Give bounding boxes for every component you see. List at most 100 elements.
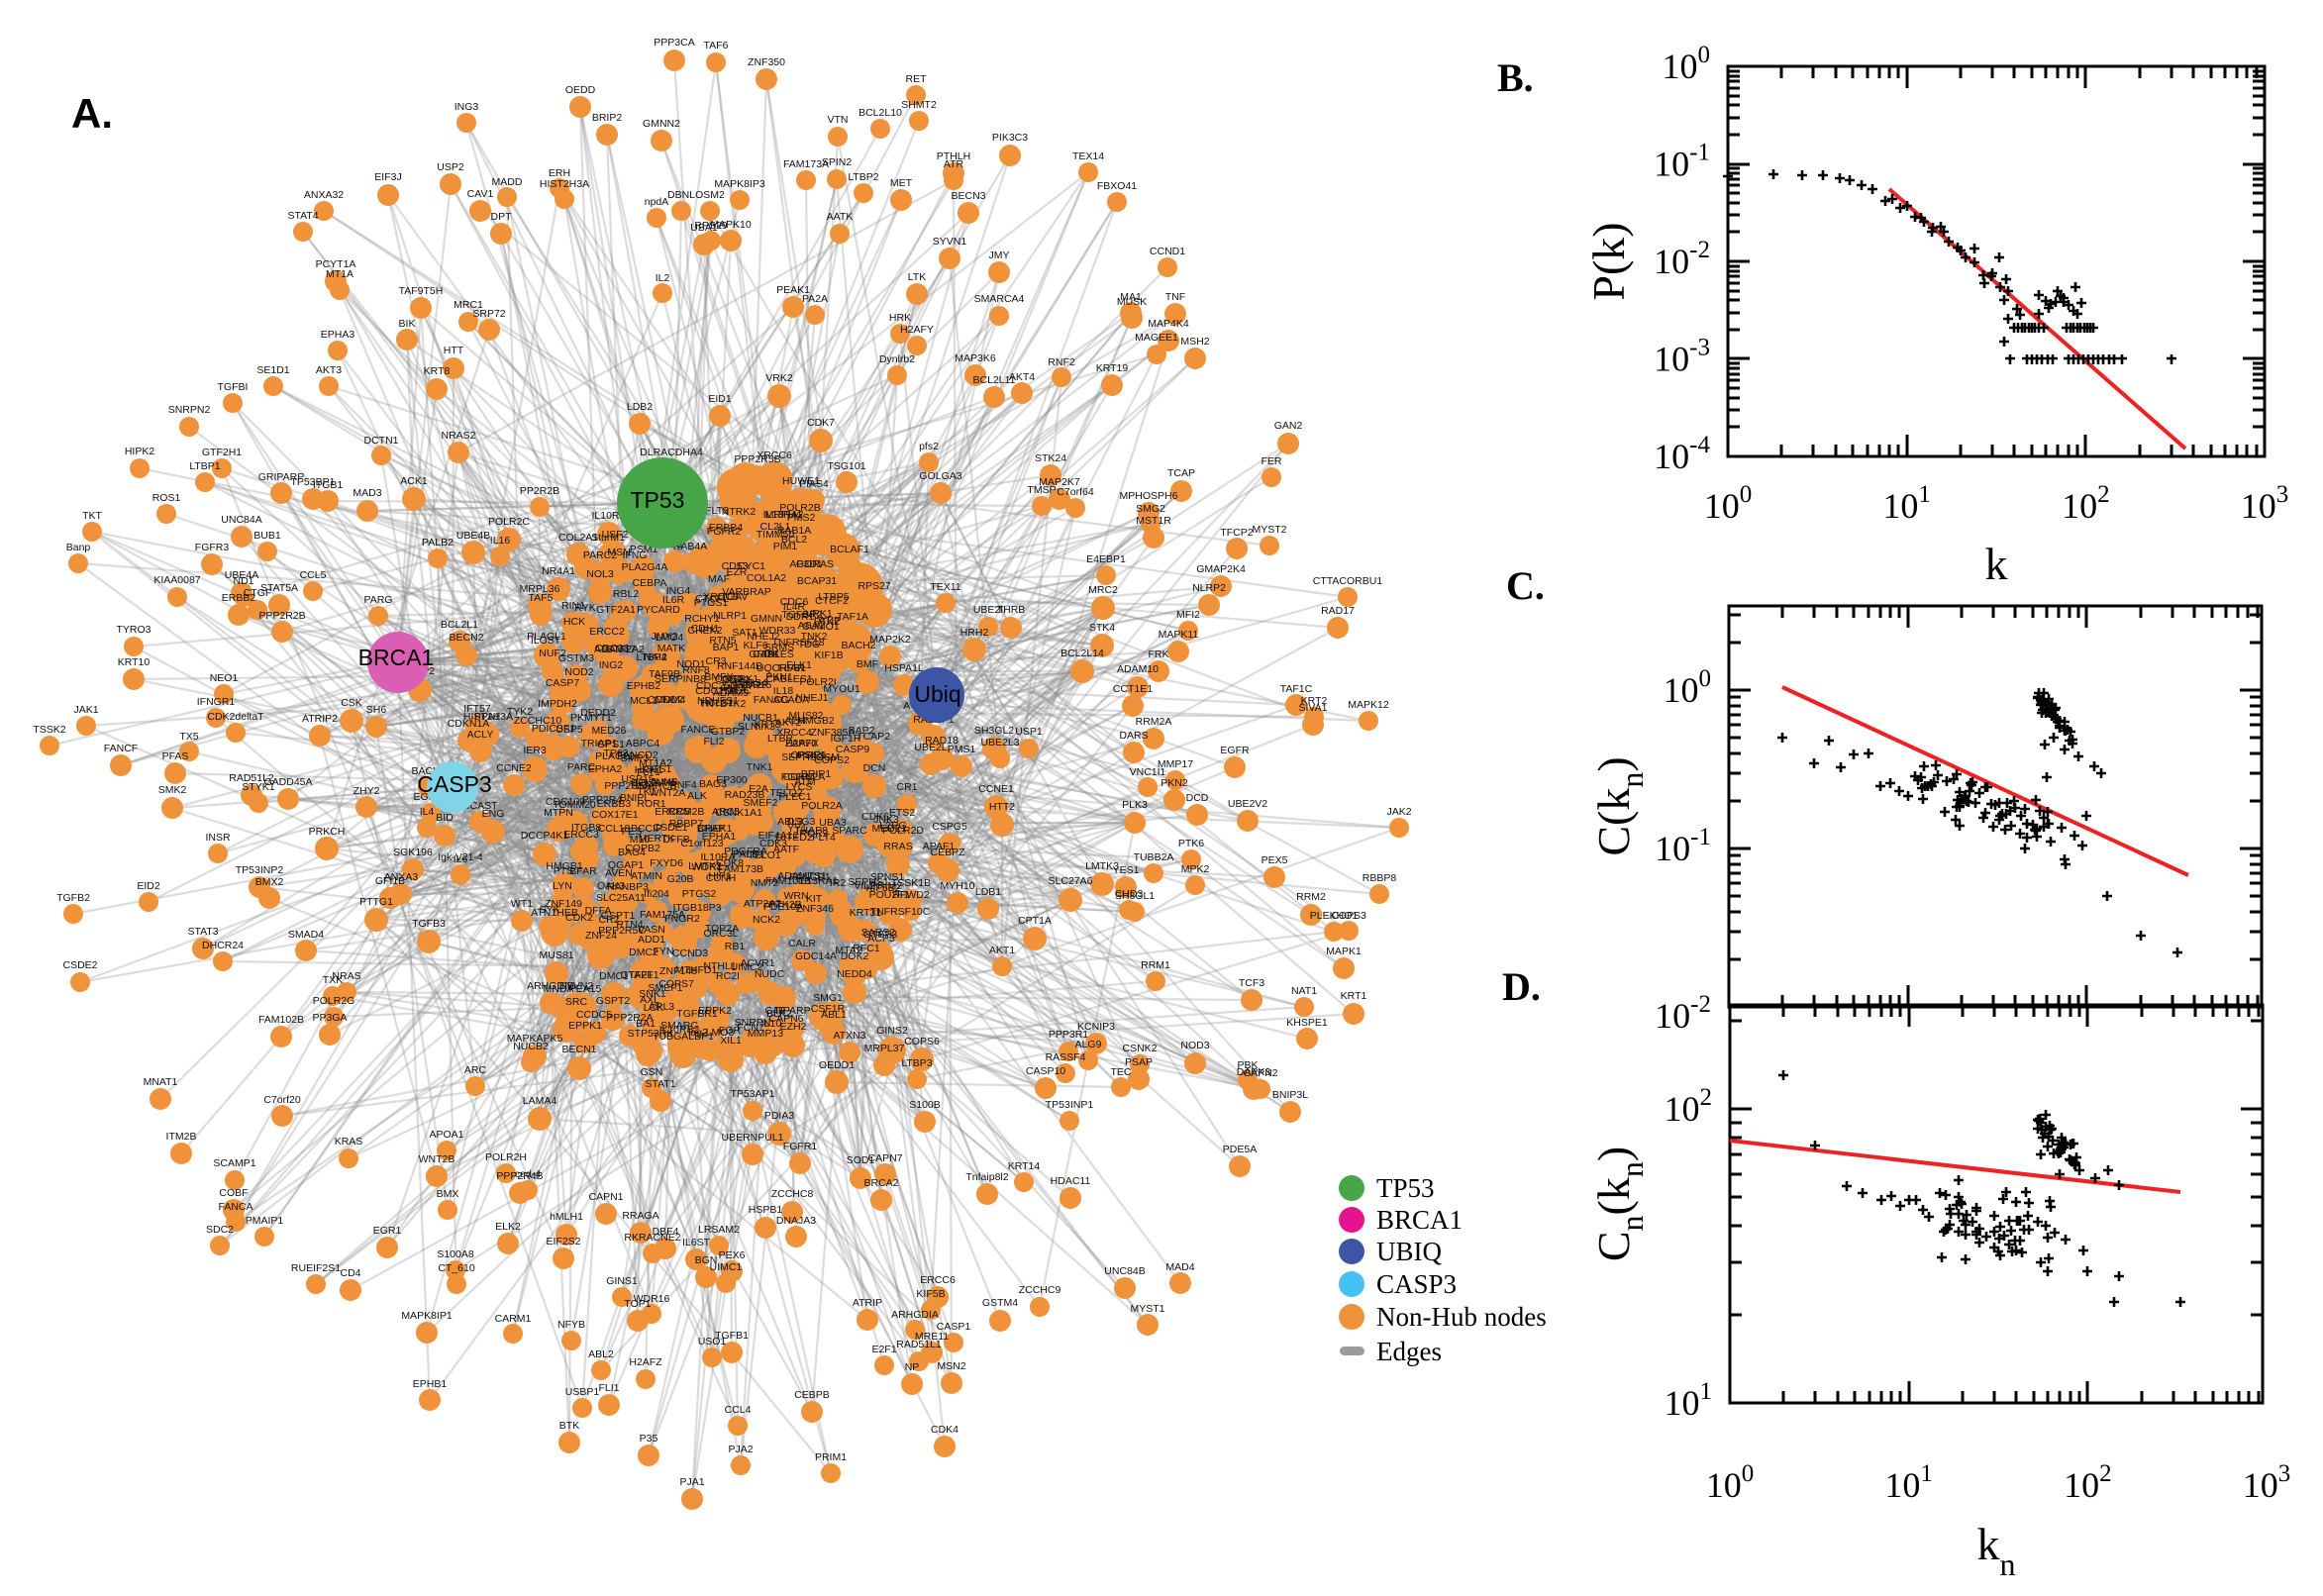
svg-text:10-1: 10-1 <box>1655 824 1711 868</box>
svg-text:GFI1B: GFI1B <box>375 875 405 887</box>
svg-text:AP3D1: AP3D1 <box>789 558 822 570</box>
svg-text:TEC: TEC <box>1111 1066 1132 1078</box>
svg-text:CTCFL: CTCFL <box>695 593 729 605</box>
svg-text:FGFR4: FGFR4 <box>781 771 816 783</box>
svg-text:COPB2: COPB2 <box>625 843 660 854</box>
svg-text:SYVN2: SYVN2 <box>559 980 594 992</box>
svg-text:AVEN: AVEN <box>605 867 633 879</box>
svg-text:RPS27: RPS27 <box>858 580 890 592</box>
svg-text:PTGS2: PTGS2 <box>682 888 717 900</box>
svg-text:CDK2deltaT: CDK2deltaT <box>207 711 264 723</box>
svg-text:TYRO3: TYRO3 <box>116 624 151 636</box>
svg-text:LMO4: LMO4 <box>656 632 684 644</box>
svg-text:PLA2G4A: PLA2G4A <box>622 561 668 573</box>
svg-text:MAF: MAF <box>708 573 730 585</box>
svg-text:LTBR: LTBR <box>767 733 793 745</box>
svg-text:THRB: THRB <box>997 604 1026 616</box>
svg-text:MNDA: MNDA <box>544 983 574 995</box>
svg-text:MAD4: MAD4 <box>1165 1261 1194 1273</box>
svg-text:SRMS: SRMS <box>764 642 794 653</box>
svg-text:ADD1: ADD1 <box>638 934 665 946</box>
svg-text:C7orf20: C7orf20 <box>263 1094 301 1106</box>
svg-text:CDK4: CDK4 <box>931 1424 959 1436</box>
svg-text:JMY2: JMY2 <box>652 631 678 643</box>
svg-text:MAPK11: MAPK11 <box>1159 629 1199 641</box>
svg-text:SPIN2: SPIN2 <box>822 156 853 168</box>
svg-text:SNK1: SNK1 <box>639 988 666 1000</box>
svg-text:NP: NP <box>905 1361 920 1373</box>
svg-text:ELK1: ELK1 <box>786 659 812 671</box>
svg-text:Edges: Edges <box>1376 1337 1442 1366</box>
svg-text:SNRPN2: SNRPN2 <box>168 404 211 416</box>
svg-text:CABLES1: CABLES1 <box>765 673 812 685</box>
svg-text:LMTK2: LMTK2 <box>688 860 722 872</box>
svg-text:FAM173A: FAM173A <box>783 158 829 170</box>
svg-text:TP53BP1: TP53BP1 <box>291 476 336 488</box>
svg-text:VIL2: VIL2 <box>854 880 875 892</box>
svg-text:HUWE1: HUWE1 <box>782 475 820 487</box>
svg-text:PIAS4: PIAS4 <box>799 478 829 490</box>
svg-text:Ubiq: Ubiq <box>914 681 960 707</box>
svg-text:EPHB2: EPHB2 <box>627 680 661 692</box>
svg-text:WNT2A: WNT2A <box>650 787 686 799</box>
svg-text:ZNF148: ZNF148 <box>659 965 697 977</box>
svg-text:TXK: TXK <box>323 974 343 986</box>
svg-text:ROR1: ROR1 <box>637 798 665 810</box>
svg-text:B.: B. <box>1497 55 1534 100</box>
svg-text:TNK1: TNK1 <box>747 761 773 773</box>
svg-text:BMX: BMX <box>437 1188 459 1200</box>
svg-text:IL10: IL10 <box>761 1018 782 1030</box>
svg-text:SERPINB8: SERPINB8 <box>655 673 706 685</box>
svg-text:DEDD2: DEDD2 <box>580 707 616 719</box>
svg-text:MYH10: MYH10 <box>940 880 974 892</box>
svg-text:RYK: RYK <box>574 602 595 614</box>
svg-text:ETS2: ETS2 <box>889 807 915 819</box>
svg-text:FCN1: FCN1 <box>737 1022 764 1034</box>
svg-text:RANBP3: RANBP3 <box>607 881 649 893</box>
svg-text:SMK2: SMK2 <box>158 784 187 796</box>
svg-text:UBERNPUL1: UBERNPUL1 <box>721 1132 783 1144</box>
svg-text:ATRIP: ATRIP <box>853 1297 882 1309</box>
svg-text:THAP8: THAP8 <box>794 825 828 837</box>
svg-text:PALB1: PALB1 <box>733 848 764 860</box>
svg-text:P35: P35 <box>640 1433 658 1445</box>
svg-text:XIL1: XIL1 <box>720 1035 742 1047</box>
svg-text:DDR2: DDR2 <box>722 674 751 686</box>
svg-text:TP53: TP53 <box>631 487 685 513</box>
svg-text:MPK2: MPK2 <box>1181 863 1210 875</box>
svg-text:CCT1E1: CCT1E1 <box>1113 683 1153 695</box>
svg-text:CCND3: CCND3 <box>672 948 708 959</box>
svg-text:USO1: USO1 <box>698 1336 727 1347</box>
svg-text:RRAS: RRAS <box>883 841 912 852</box>
svg-text:UBA3: UBA3 <box>819 817 847 829</box>
svg-text:CPT1A: CPT1A <box>1018 915 1052 927</box>
svg-text:GINS2: GINS2 <box>876 1025 908 1037</box>
svg-text:GRIA1: GRIA1 <box>749 648 780 660</box>
svg-text:CAPN6: CAPN6 <box>768 1013 803 1025</box>
svg-text:IL6ST: IL6ST <box>682 1237 711 1248</box>
svg-text:VRK1: VRK1 <box>805 608 833 620</box>
svg-text:SMEF2: SMEF2 <box>743 797 777 809</box>
svg-text:SLNtrk3: SLNtrk3 <box>738 721 775 733</box>
svg-text:LTBP4: LTBP4 <box>636 651 666 663</box>
svg-text:TGFBR2: TGFBR2 <box>781 609 823 621</box>
svg-text:NLRP2: NLRP2 <box>1192 582 1226 594</box>
svg-text:CDK6: CDK6 <box>861 811 889 823</box>
svg-text:RC2I: RC2I <box>716 970 740 982</box>
svg-text:FGFR2: FGFR2 <box>707 526 742 538</box>
svg-text:USP1: USP1 <box>1015 726 1043 738</box>
svg-text:NOL3: NOL3 <box>586 568 614 580</box>
svg-text:PDICSF1: PDICSF1 <box>532 723 576 735</box>
svg-text:ARC: ARC <box>464 1064 487 1076</box>
svg-text:G20B: G20B <box>667 873 694 885</box>
svg-text:LYCS: LYCS <box>786 781 813 793</box>
svg-text:TAF1: TAF1 <box>629 969 654 981</box>
svg-text:PALB2: PALB2 <box>422 537 454 549</box>
svg-text:APOA1: APOA1 <box>429 1129 463 1141</box>
svg-text:IR2: IR2 <box>830 877 847 889</box>
svg-text:BCLAF1: BCLAF1 <box>830 544 869 555</box>
svg-text:SMAD4: SMAD4 <box>288 929 324 941</box>
svg-text:ERH: ERH <box>549 167 570 179</box>
svg-text:KRT10: KRT10 <box>118 656 151 668</box>
svg-text:SturM1: SturM1 <box>591 532 625 544</box>
